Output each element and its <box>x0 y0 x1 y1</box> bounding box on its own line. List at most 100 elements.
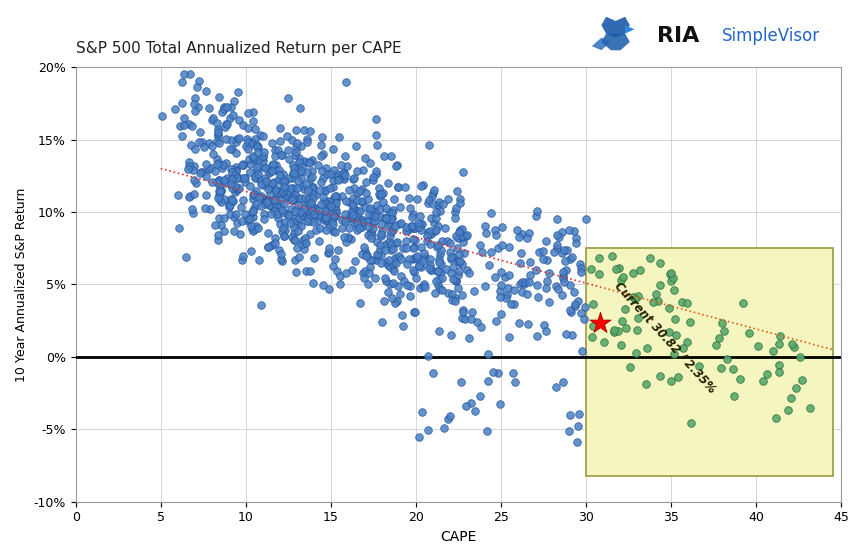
Point <box>189 82 203 91</box>
Point <box>171 191 185 200</box>
Point <box>365 231 378 240</box>
Point <box>194 168 207 177</box>
Point <box>276 183 290 192</box>
Point <box>538 236 552 245</box>
Point <box>224 102 238 111</box>
Point <box>283 205 297 214</box>
Point <box>684 419 698 428</box>
Point <box>432 254 446 263</box>
Point <box>290 244 304 253</box>
Point <box>181 119 195 128</box>
Point <box>452 228 466 237</box>
Point <box>308 204 321 213</box>
Point <box>229 138 243 146</box>
Point <box>405 221 419 230</box>
Point <box>350 196 364 205</box>
Point <box>244 221 257 230</box>
Point <box>653 258 667 267</box>
Point <box>454 257 467 266</box>
Point <box>254 179 268 188</box>
Point <box>376 226 390 235</box>
Point <box>281 131 295 140</box>
Point <box>406 224 420 233</box>
Point <box>242 138 256 146</box>
Point <box>451 256 465 265</box>
Point <box>499 293 512 302</box>
Point <box>505 369 519 378</box>
Point <box>212 181 226 190</box>
Point <box>440 236 454 245</box>
Point <box>288 217 302 226</box>
Point <box>614 276 628 285</box>
Point <box>306 207 320 216</box>
Point <box>473 392 486 401</box>
Point <box>760 370 774 379</box>
Point <box>399 237 413 246</box>
Point <box>327 197 341 206</box>
Point <box>364 229 378 238</box>
Point <box>220 174 234 183</box>
Point <box>626 292 640 301</box>
Point <box>366 224 380 233</box>
Point <box>384 245 398 254</box>
Point <box>244 246 257 255</box>
Point <box>291 177 305 186</box>
Point <box>175 131 189 140</box>
Point <box>230 173 244 182</box>
Point <box>584 265 598 274</box>
Point <box>270 188 283 197</box>
Point <box>294 141 308 150</box>
Point <box>327 212 340 221</box>
Point <box>492 368 505 377</box>
Point <box>422 140 436 149</box>
Point <box>265 202 279 211</box>
Point <box>212 191 226 200</box>
Point <box>651 296 665 305</box>
Point <box>403 204 417 213</box>
Point <box>227 97 241 106</box>
Point <box>246 107 260 116</box>
Point <box>275 177 289 186</box>
Point <box>329 198 343 207</box>
Point <box>321 197 335 206</box>
Point <box>331 175 345 184</box>
Point <box>403 291 417 300</box>
Point <box>532 248 546 257</box>
Point <box>218 122 232 131</box>
Point <box>257 162 271 171</box>
Point <box>565 253 579 262</box>
Point <box>188 107 202 116</box>
Point <box>313 224 327 233</box>
Point <box>307 183 321 192</box>
Point <box>283 192 297 201</box>
Point <box>593 318 607 327</box>
Point <box>244 214 257 223</box>
Point <box>507 300 521 309</box>
Point <box>226 174 239 183</box>
Point <box>389 239 403 248</box>
Point <box>297 205 311 214</box>
Point <box>529 211 543 220</box>
Point <box>574 259 588 268</box>
Point <box>253 130 267 139</box>
Point <box>211 127 225 136</box>
Point <box>542 297 556 306</box>
Point <box>515 288 529 297</box>
Point <box>615 317 629 326</box>
Point <box>394 271 408 280</box>
Point <box>277 218 291 227</box>
Point <box>235 216 249 225</box>
Point <box>314 141 328 150</box>
Point <box>188 144 202 153</box>
Point <box>434 267 448 276</box>
Point <box>173 122 187 131</box>
Point <box>531 293 545 302</box>
Point <box>313 205 327 214</box>
Point <box>361 231 375 240</box>
Point <box>514 248 528 257</box>
Point <box>354 197 368 206</box>
Point <box>258 163 272 172</box>
Point <box>257 195 270 203</box>
Point <box>384 239 398 248</box>
Point <box>256 151 270 160</box>
